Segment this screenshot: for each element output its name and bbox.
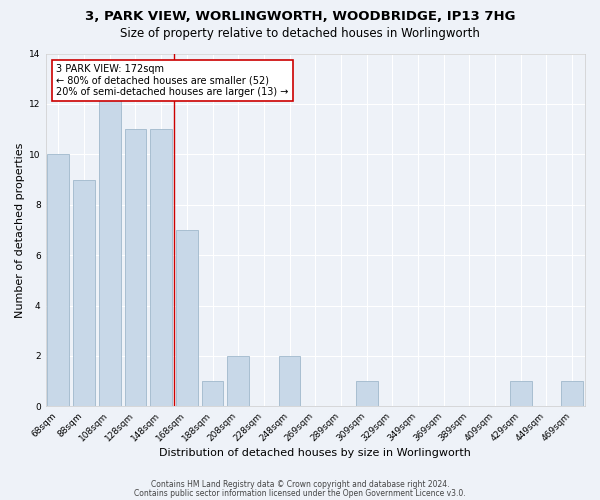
Y-axis label: Number of detached properties: Number of detached properties bbox=[15, 142, 25, 318]
Bar bbox=[150, 129, 172, 406]
Bar bbox=[202, 381, 223, 406]
X-axis label: Distribution of detached houses by size in Worlingworth: Distribution of detached houses by size … bbox=[160, 448, 471, 458]
Bar bbox=[99, 78, 121, 406]
Text: 3, PARK VIEW, WORLINGWORTH, WOODBRIDGE, IP13 7HG: 3, PARK VIEW, WORLINGWORTH, WOODBRIDGE, … bbox=[85, 10, 515, 23]
Text: Contains public sector information licensed under the Open Government Licence v3: Contains public sector information licen… bbox=[134, 488, 466, 498]
Text: Contains HM Land Registry data © Crown copyright and database right 2024.: Contains HM Land Registry data © Crown c… bbox=[151, 480, 449, 489]
Bar bbox=[47, 154, 69, 406]
Bar bbox=[73, 180, 95, 406]
Bar bbox=[561, 381, 583, 406]
Bar bbox=[125, 129, 146, 406]
Bar bbox=[356, 381, 377, 406]
Bar bbox=[176, 230, 198, 406]
Bar bbox=[510, 381, 532, 406]
Text: Size of property relative to detached houses in Worlingworth: Size of property relative to detached ho… bbox=[120, 28, 480, 40]
Text: 3 PARK VIEW: 172sqm
← 80% of detached houses are smaller (52)
20% of semi-detach: 3 PARK VIEW: 172sqm ← 80% of detached ho… bbox=[56, 64, 289, 98]
Bar bbox=[227, 356, 249, 406]
Bar bbox=[278, 356, 301, 406]
